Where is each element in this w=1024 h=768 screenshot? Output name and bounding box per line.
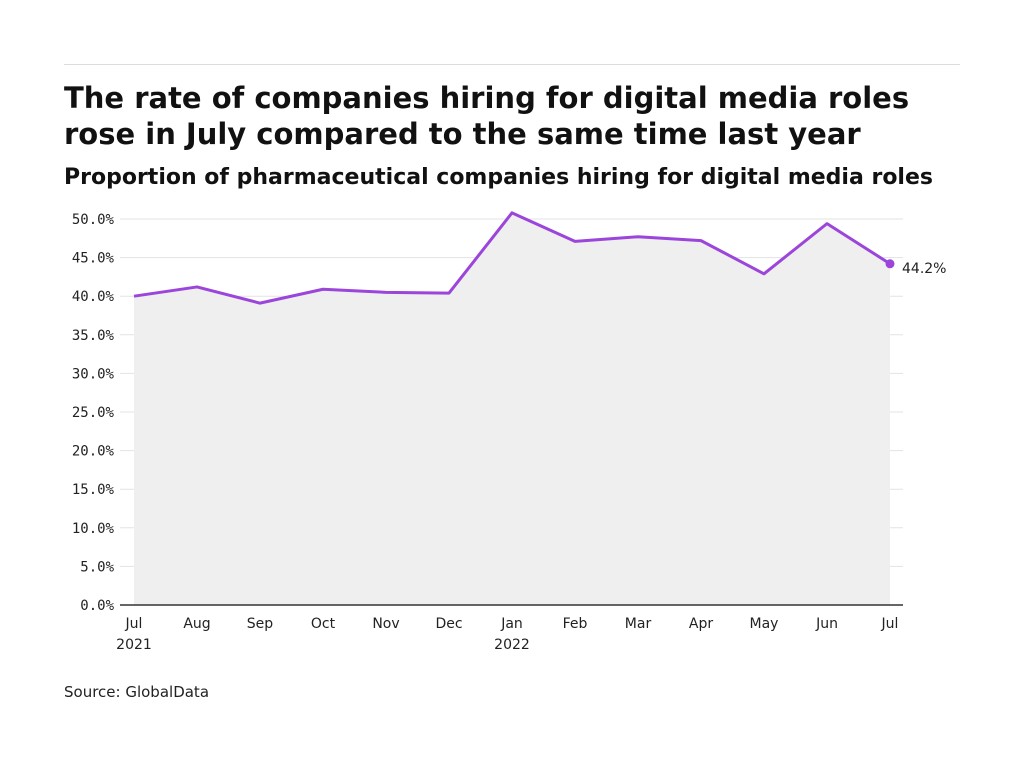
x-tick-label: Feb bbox=[563, 616, 588, 632]
x-tick-label: Jul bbox=[881, 616, 899, 632]
x-tick-label: Oct bbox=[311, 616, 336, 632]
chart-title: The rate of companies hiring for digital… bbox=[64, 81, 910, 151]
x-axis-ticks: Jul 2021 Aug Sep Oct Nov Dec Jan 2022 Feb Mar Apr Ma… bbox=[116, 616, 898, 653]
x-tick-label: Jun bbox=[815, 616, 838, 632]
y-tick-label: 30.0% bbox=[72, 366, 115, 382]
x-tick-label: Apr bbox=[689, 616, 713, 632]
y-tick-label: 15.0% bbox=[72, 482, 115, 498]
x-tick-year-label: 2021 bbox=[116, 637, 152, 653]
x-tick-year-label: 2022 bbox=[494, 637, 530, 653]
y-tick-label: 40.0% bbox=[72, 289, 115, 305]
y-tick-label: 25.0% bbox=[72, 405, 115, 421]
y-axis-ticks: 0.0% 5.0% 10.0% 15.0% 20.0% 25.0% 30.0% 35.0% 40… bbox=[72, 212, 115, 614]
top-divider bbox=[64, 64, 960, 65]
y-tick-label: 0.0% bbox=[80, 598, 114, 614]
end-value-label: 44.2% bbox=[902, 261, 946, 277]
x-tick-label: Jan bbox=[500, 616, 523, 632]
y-tick-label: 35.0% bbox=[72, 328, 115, 344]
y-tick-label: 5.0% bbox=[80, 559, 114, 575]
end-point bbox=[885, 259, 895, 269]
x-tick-label: Aug bbox=[183, 616, 210, 632]
y-tick-label: 50.0% bbox=[72, 212, 115, 228]
y-tick-label: 45.0% bbox=[72, 251, 115, 267]
source-note: Source: GlobalData bbox=[64, 683, 210, 701]
x-tick-label: Nov bbox=[372, 616, 399, 632]
y-tick-label: 10.0% bbox=[72, 521, 115, 537]
series-line bbox=[133, 211, 891, 305]
area-fill bbox=[134, 212, 890, 605]
x-tick-label: Dec bbox=[435, 616, 462, 632]
x-tick-label: May bbox=[750, 616, 779, 632]
x-tick-label: Sep bbox=[247, 616, 274, 632]
chart-subtitle: Proportion of pharmaceutical companies h… bbox=[64, 165, 933, 190]
x-tick-label: Jul bbox=[125, 616, 143, 632]
x-tick-label: Mar bbox=[625, 616, 652, 632]
y-tick-label: 20.0% bbox=[72, 444, 115, 460]
